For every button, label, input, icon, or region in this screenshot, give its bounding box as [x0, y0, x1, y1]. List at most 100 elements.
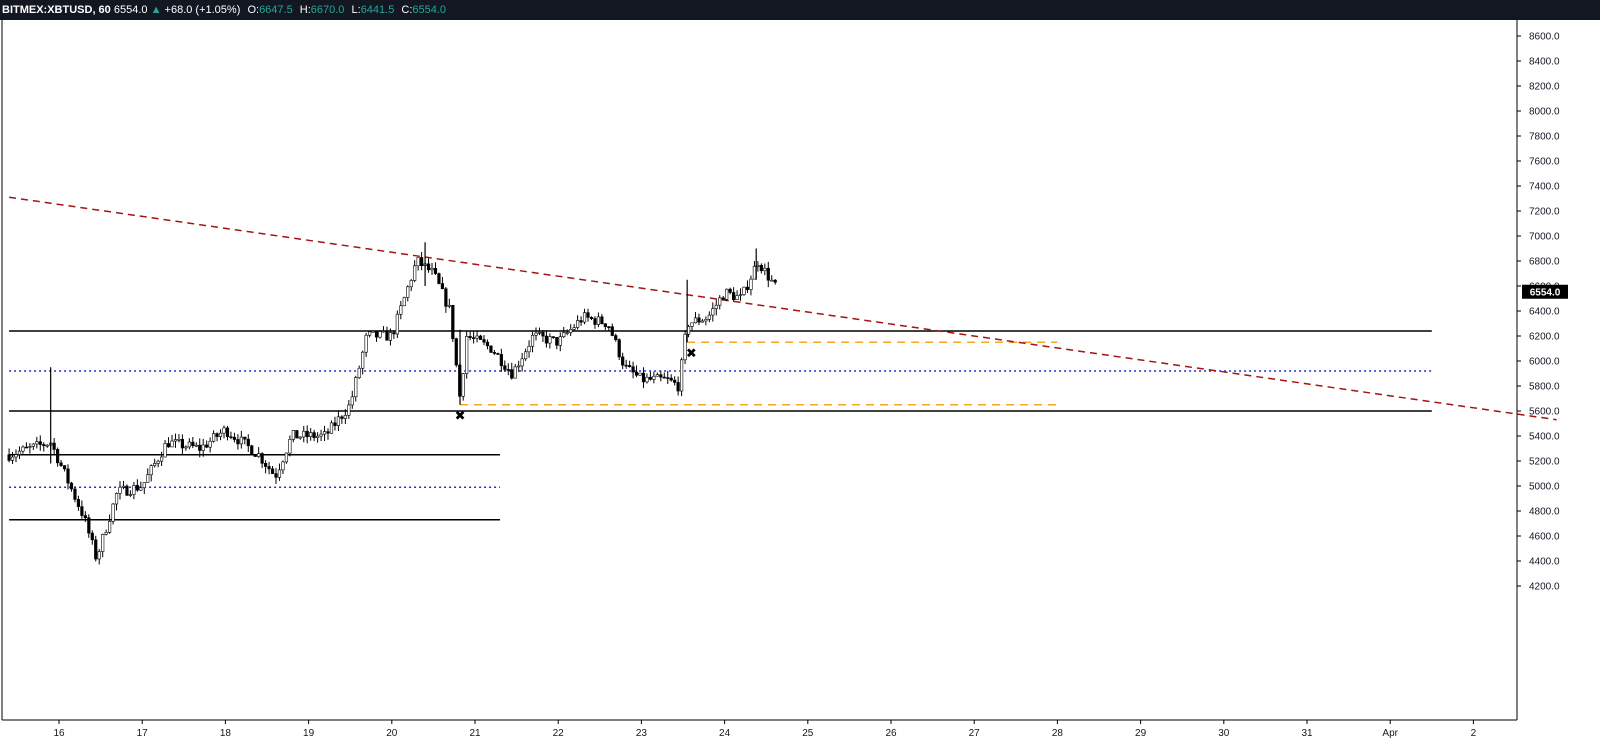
candle-body [395, 313, 399, 335]
candle-body [368, 331, 372, 336]
x-tick-label: 2 [1471, 728, 1477, 739]
candle-body [641, 372, 646, 383]
candle-body [700, 320, 705, 323]
candle-body [631, 366, 635, 373]
candle-body [374, 330, 379, 338]
candle-body [652, 375, 656, 380]
candle-body [111, 503, 115, 522]
symbol-label[interactable]: BITMEX:XBTUSD, 60 [2, 4, 111, 16]
candle-body [600, 316, 604, 324]
candle-body [312, 432, 316, 439]
y-tick-label: 8200.0 [1529, 82, 1560, 93]
x-marker-low: ✖ [455, 409, 466, 424]
x-tick-label: 31 [1301, 728, 1313, 739]
candle-body [52, 442, 56, 450]
candle-body [319, 433, 323, 437]
candle-body [288, 439, 292, 454]
candle-body [461, 373, 465, 397]
candle-body [430, 268, 434, 271]
candle-body [38, 441, 42, 445]
candle-body [569, 329, 573, 333]
candle-body [232, 436, 237, 440]
candle-body [239, 436, 243, 445]
candle-body [187, 441, 191, 448]
candle-body [711, 308, 715, 316]
candle-body [340, 416, 344, 419]
y-tick-label: 4200.0 [1529, 582, 1560, 593]
candle-body [555, 337, 559, 346]
candle-body [534, 332, 538, 336]
high-value: 6670.0 [310, 4, 345, 16]
candle-body [277, 469, 282, 478]
candle-body [638, 372, 642, 376]
candle-body [683, 333, 687, 361]
y-tick-label: 5800.0 [1529, 382, 1560, 393]
candle-body [676, 382, 680, 392]
y-tick-label: 7400.0 [1529, 182, 1560, 193]
candle-body [14, 454, 18, 458]
markers: ✖✖ [455, 346, 697, 424]
candle-body [506, 369, 510, 371]
candle-body [191, 441, 195, 447]
candle-body [704, 319, 708, 322]
candle-body [541, 331, 545, 337]
x-marker-breakout: ✖ [686, 346, 697, 361]
candle-body [180, 439, 185, 449]
candle-body [153, 463, 157, 467]
candle-body [163, 443, 167, 458]
candle-body [257, 453, 261, 457]
candle-body [45, 444, 49, 447]
candle-body [66, 468, 70, 484]
candle-body [208, 440, 212, 448]
candle-body [309, 432, 313, 438]
candle-body [770, 279, 774, 282]
candle-body [364, 334, 368, 353]
chart-header: BITMEX:XBTUSD, 60 6554.0 ▲ +68.0 (+1.05%… [0, 0, 1600, 20]
candle-body [520, 358, 524, 367]
candle-body [31, 443, 35, 447]
candle-body [669, 377, 673, 381]
candle-body [582, 312, 587, 323]
candle-body [420, 257, 424, 266]
candle-body [378, 331, 382, 338]
y-tick-label: 6000.0 [1529, 357, 1560, 368]
candle-body [707, 314, 711, 320]
x-tick-label: 17 [137, 728, 149, 739]
candle-body [284, 452, 289, 463]
candle-body [28, 446, 32, 448]
candle-body [503, 365, 507, 370]
candle-body [749, 278, 753, 290]
candle-body [489, 345, 493, 353]
candle-body [222, 427, 226, 434]
candle-body [426, 263, 431, 271]
price-chart[interactable]: ✖✖ 8600.08400.08200.08000.07800.07600.07… [0, 20, 1600, 741]
candle-body [316, 435, 320, 439]
candle-body [250, 445, 254, 456]
candles [7, 242, 777, 565]
candle-body [121, 485, 126, 488]
candle-body [357, 367, 361, 378]
candle-body [451, 304, 455, 340]
y-tick-label: 4800.0 [1529, 507, 1560, 518]
candle-body [170, 440, 174, 448]
candle-body [62, 465, 67, 470]
y-tick-label: 7800.0 [1529, 132, 1560, 143]
candle-body [589, 317, 594, 319]
open-label: O: [247, 4, 260, 16]
candle-body [225, 427, 230, 437]
candle-body [236, 439, 240, 445]
candle-body [558, 336, 562, 346]
candle-body [336, 416, 341, 426]
candle-body [139, 487, 143, 491]
candle-body [485, 341, 490, 347]
candle-body [576, 320, 580, 328]
candle-body [295, 430, 299, 439]
candle-body [499, 354, 503, 367]
candle-body [229, 436, 233, 438]
candle-body [94, 539, 98, 560]
y-tick-label: 8400.0 [1529, 57, 1560, 68]
candle-body [596, 316, 601, 325]
candle-body [478, 335, 483, 340]
candle-body [87, 517, 91, 534]
candle-body [118, 486, 122, 494]
